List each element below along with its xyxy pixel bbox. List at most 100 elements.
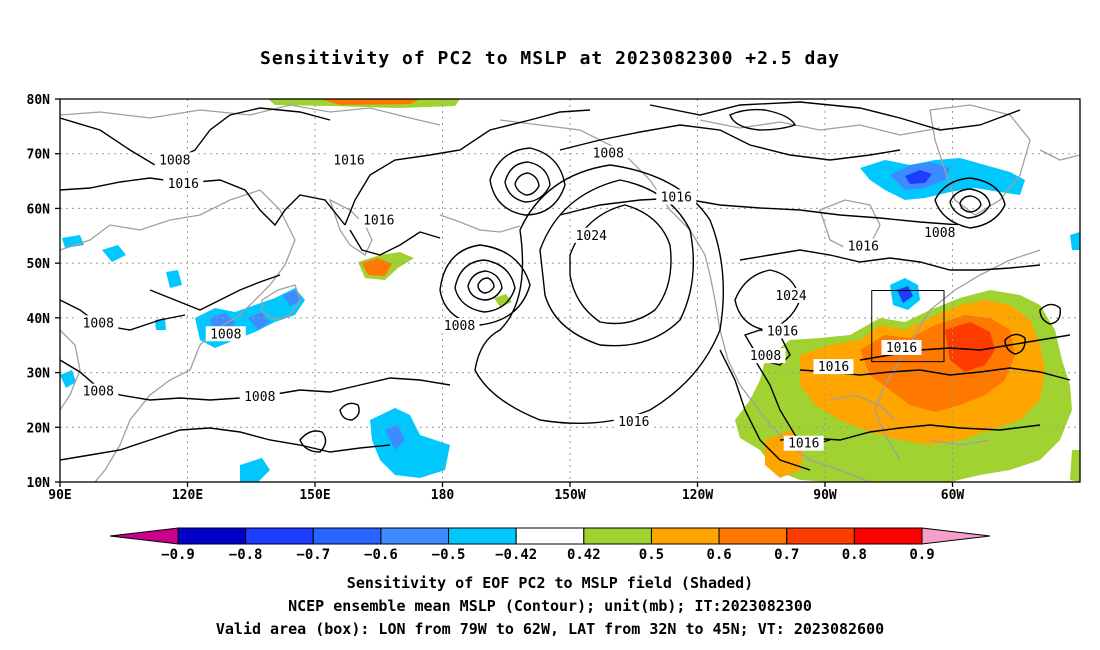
colorbar-labels: −0.9 −0.8 −0.7 −0.6 −0.5 −0.42 0.42 0.5 0.6 0.7 0.… [161,547,935,563]
contour-label-bg [881,339,922,355]
contour-label: 1016 [333,153,364,168]
colorbar-label: −0.42 [495,547,537,563]
coastline-hudson [819,199,881,251]
colorbar-label: −0.7 [296,547,330,563]
lon-tick-label: 90W [813,488,837,503]
lon-tick-label: 150W [554,488,585,503]
negative-sensitivity-pacific-sub-core [385,425,405,450]
contour-label: 1024 [775,289,806,304]
contour-small-loop4 [1004,333,1026,355]
coastline-europe [1039,149,1080,161]
longitude-axis: 90E 120E 150E 180 150W 120W 90W 60W [48,482,964,503]
contour-label: 1008 [924,226,955,241]
contour-label: 1016 [363,213,394,228]
contour-label-bg [358,212,399,228]
contour-small-loop3 [1039,303,1061,325]
colorbar-cell [718,527,788,545]
contour-label: 1016 [168,177,199,192]
contour-low-aleutian-mid [454,259,516,313]
contour-arctic-ridge [649,101,1021,131]
contour-label-bg [205,326,246,342]
positive-sensitivity-bering-core [320,99,420,105]
lon-tick-label: 150E [299,488,330,503]
lat-tick-label: 70N [27,148,51,163]
negative-sensitivity-west3 [166,270,182,288]
coastline-greenland [929,104,1031,216]
contour-label: 1016 [886,341,917,356]
contour-low-aleutian-core [477,277,495,294]
colorbar-cell [786,527,855,545]
contour-low-aleutian-inner [467,270,503,301]
contour-label-bg [163,175,204,191]
colorbar-label: −0.9 [161,547,195,563]
contour-label-bg [613,413,654,429]
colorbar-cell [515,527,585,545]
contour-1008-greenland-outer [934,177,1006,229]
colorbar-min-triangle [109,527,179,545]
colorbar-cells [109,527,991,545]
colorbar-label: 0.5 [639,547,664,563]
contour-label: 1008 [750,349,781,364]
negative-sensitivity-west2 [102,245,126,262]
colorbar-label: 0.6 [706,547,731,563]
gridlines [60,99,1080,482]
contour-1008-arctic [559,124,901,161]
contour-label-bg [813,359,854,375]
contour-label: 1016 [818,360,849,375]
colorbar-cell [583,527,652,545]
negative-sensitivity-japan-core3 [283,290,302,306]
contour-labels: 1008 1016 1016 1016 1008 1016 1024 1016 1008 1024… [78,145,960,452]
contour-label-bg [78,315,119,331]
contour-label-bg [78,383,119,399]
contour-small-loop1 [299,430,327,453]
colorbar-label: −0.6 [364,547,398,563]
lat-tick-label: 50N [27,257,51,272]
colorbar-cell [448,527,517,545]
contour-small-loop2 [339,402,360,421]
positive-sensitivity-atlantic [1070,450,1080,482]
contour-label: 1016 [661,190,692,205]
lat-tick-label: 80N [27,93,51,108]
lat-tick-label: 60N [27,202,51,217]
colorbar-label: 0.7 [774,547,799,563]
negative-sensitivity-greenland-deep [905,170,932,184]
negative-sensitivity-japan-core2 [248,312,270,330]
coastline-arctic-asia [60,104,441,126]
colorbar-label: −0.5 [432,547,466,563]
positive-sensitivity-pacific [494,294,512,307]
contour-label-bg [329,152,369,168]
contour-label: 1008 [159,153,190,168]
coastline-aleutian [439,214,521,233]
contour-1016-na-east [739,249,1041,271]
contour-layer [60,101,1071,471]
contour-label: 1008 [210,327,241,342]
colorbar-label: 0.8 [842,547,867,563]
contour-1016-bering [344,109,591,226]
shading-layer [60,99,1080,482]
contour-label: 1016 [788,437,819,452]
contour-label: 1008 [244,390,275,405]
contour-label: 1008 [83,316,114,331]
positive-sensitivity-kamchatka-core [362,258,392,276]
contour-label: 1008 [593,147,624,162]
contour-1016-kamchatka [349,229,441,256]
valid-area-box [871,290,945,363]
caption-shaded: Sensitivity of EOF PC2 to MSLP field (Sh… [346,574,754,592]
contour-label: 1016 [767,325,798,340]
contour-1008-low-alaska-mid [504,161,551,203]
contour-1008-north-asia [60,107,331,166]
colorbar-cell [853,527,923,545]
contour-label: 1016 [848,240,879,255]
negative-sensitivity-sea [240,458,270,482]
negative-sensitivity-india [60,370,76,388]
negative-sensitivity-pacific-sub [370,408,450,478]
contour-label-bg [771,287,811,303]
contour-label-bg [154,152,195,168]
coastline-japan [261,284,301,321]
lon-tick-label: 90E [48,488,71,503]
lon-tick-label: 180 [431,488,455,503]
coastline-asia [60,189,296,482]
colorbar-label: 0.42 [567,547,601,563]
